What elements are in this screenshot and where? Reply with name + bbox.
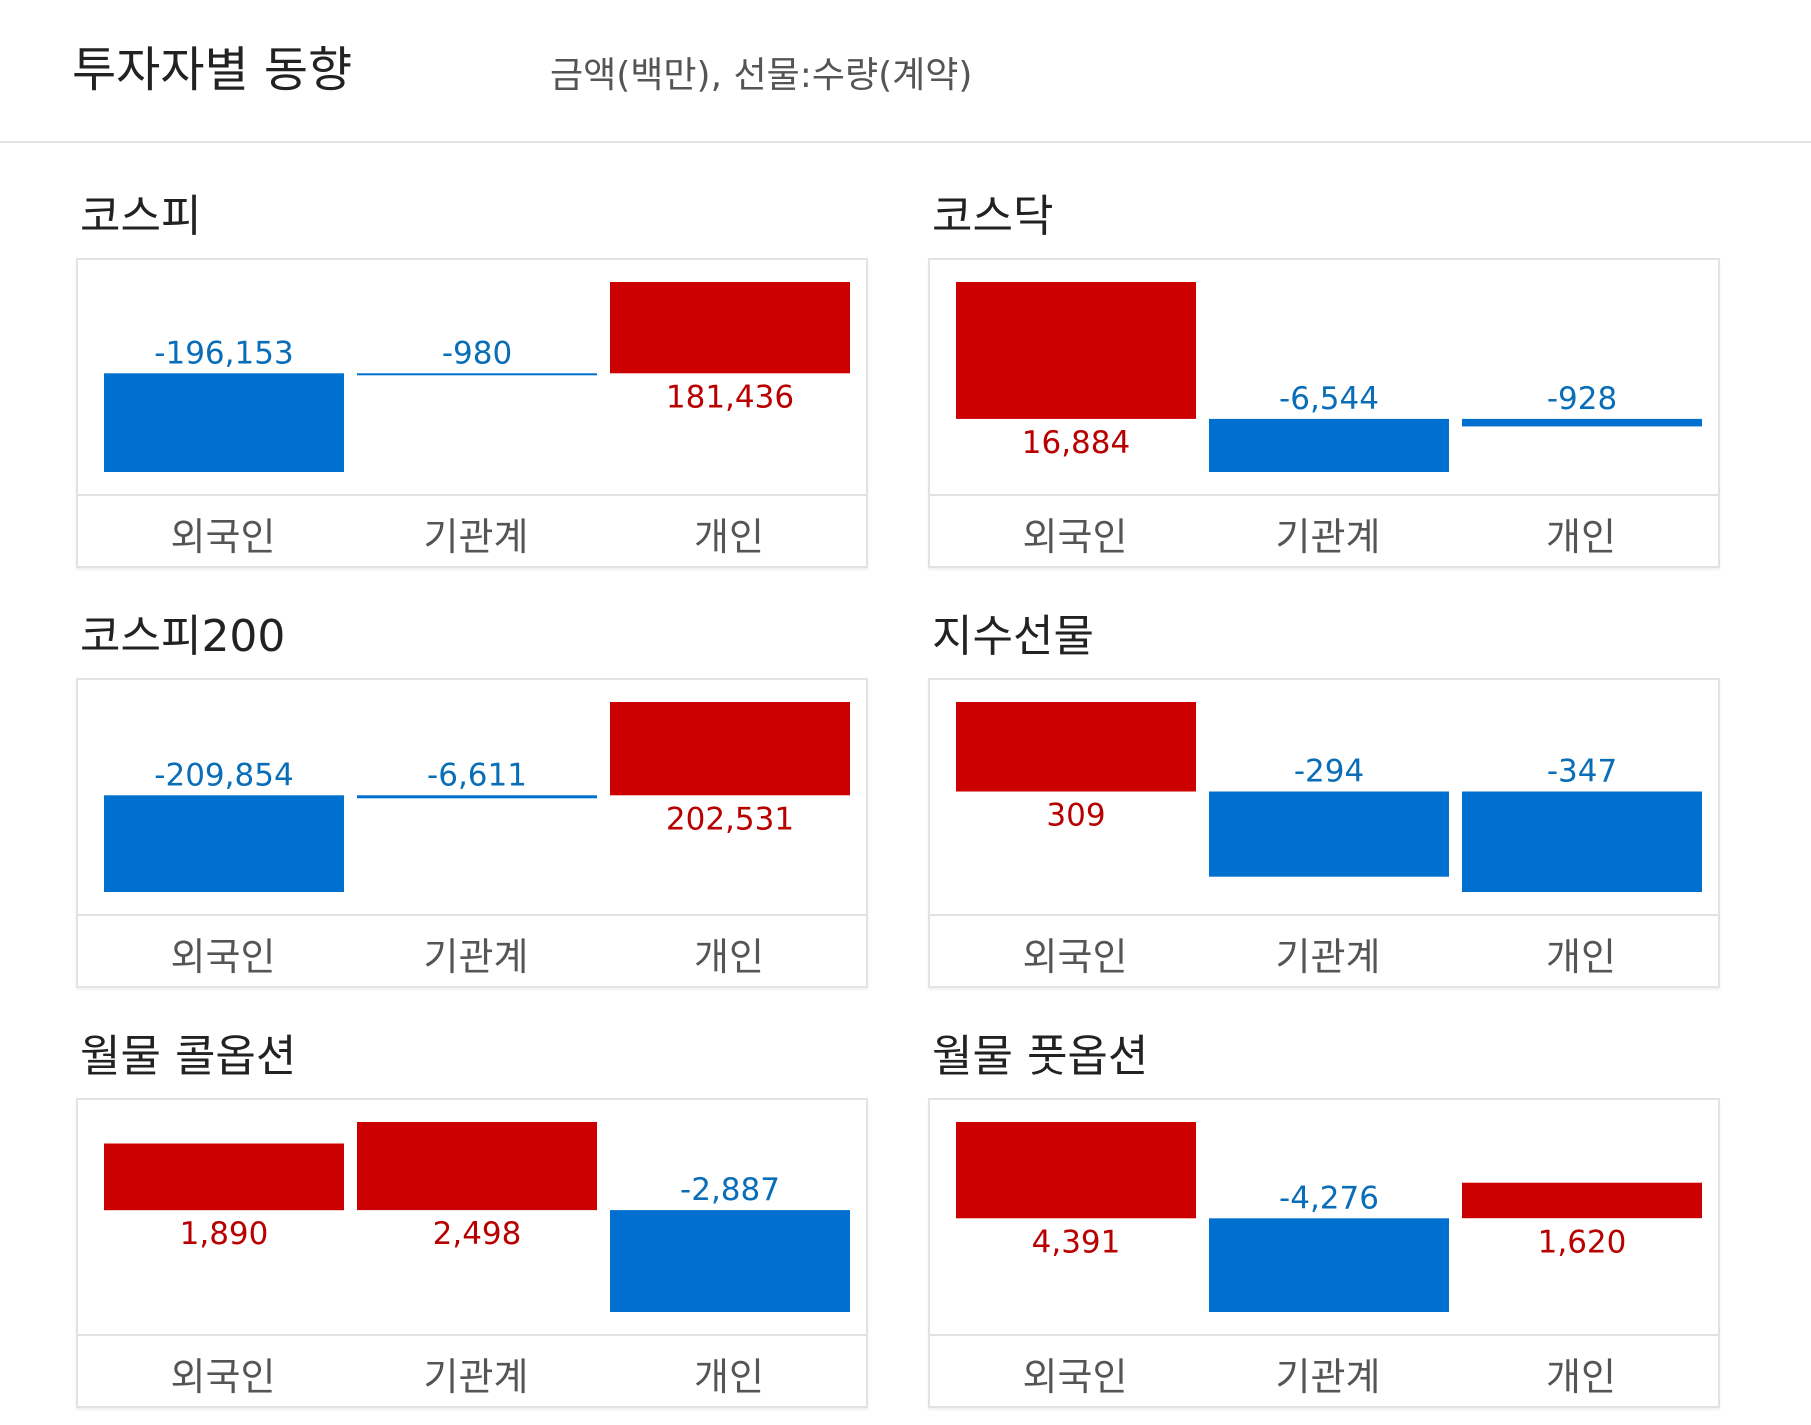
header: 투자자별 동향 금액(백만), 선물:수량(계약) — [0, 0, 1811, 143]
bar — [1209, 418, 1449, 472]
panel-kospi200: 코스피200 -209,854 -6,611 202,531 외국인 기관계 개인 — [76, 600, 870, 1002]
bar — [104, 1143, 344, 1211]
bar — [956, 1122, 1196, 1219]
category-label: 외국인 — [170, 1355, 276, 1399]
chart-box: 1,890 2,498 -2,887 외국인 기관계 개인 — [76, 1098, 868, 1408]
category-label: 외국인 — [1022, 1355, 1128, 1399]
bar — [357, 1122, 597, 1211]
category-label: 기관계 — [1275, 1355, 1381, 1399]
chart-box: -196,153 -980 181,436 외국인 기관계 개인 — [76, 258, 868, 568]
value-label: 4,391 — [1032, 1224, 1121, 1260]
value-label: 1,890 — [180, 1216, 269, 1252]
category-row: 외국인 기관계 개인 — [78, 1334, 866, 1406]
bar — [1209, 1218, 1449, 1312]
panel-title: 코스피 — [80, 191, 202, 242]
category-label: 개인 — [1546, 515, 1616, 559]
category-row: 외국인 기관계 개인 — [78, 914, 866, 986]
value-label: 202,531 — [666, 801, 794, 837]
bar — [1462, 1182, 1702, 1219]
chart-box: 309 -294 -347 외국인 기관계 개인 — [928, 678, 1720, 988]
bar — [956, 702, 1196, 792]
category-label: 외국인 — [170, 515, 276, 559]
category-label: 기관계 — [1275, 935, 1381, 979]
panel-title: 코스닥 — [932, 191, 1054, 242]
unit-note: 금액(백만), 선물:수량(계약) — [550, 55, 973, 96]
panel-title: 월물 콜옵션 — [80, 1031, 297, 1082]
bar — [357, 373, 597, 376]
bar — [1462, 418, 1702, 427]
category-label: 개인 — [1546, 1355, 1616, 1399]
panel-title: 코스피200 — [80, 611, 286, 662]
chart-box: -209,854 -6,611 202,531 외국인 기관계 개인 — [76, 678, 868, 988]
bar — [104, 373, 344, 472]
bar-chart-kosdaq: 16,884 -6,544 -928 — [956, 282, 1702, 472]
bar — [1209, 791, 1449, 877]
panel-title: 월물 풋옵션 — [932, 1031, 1149, 1082]
value-label: 16,884 — [1022, 425, 1130, 461]
category-label: 개인 — [694, 1355, 764, 1399]
value-label: -4,276 — [1279, 1180, 1379, 1216]
value-label: 1,620 — [1538, 1224, 1627, 1260]
value-label: -196,153 — [154, 335, 293, 371]
bar — [610, 282, 850, 374]
category-row: 외국인 기관계 개인 — [930, 1334, 1718, 1406]
category-label: 외국인 — [1022, 935, 1128, 979]
bar — [1462, 791, 1702, 892]
panel-title: 지수선물 — [932, 611, 1094, 662]
category-label: 기관계 — [423, 515, 529, 559]
value-label: -347 — [1547, 754, 1617, 790]
value-label: -6,611 — [427, 757, 527, 793]
category-label: 개인 — [1546, 935, 1616, 979]
value-label: -209,854 — [154, 757, 293, 793]
bar-chart-index-futures: 309 -294 -347 — [956, 702, 1702, 892]
category-row: 외국인 기관계 개인 — [930, 914, 1718, 986]
category-label: 기관계 — [423, 1355, 529, 1399]
value-label: -980 — [442, 335, 512, 371]
bar — [610, 702, 850, 796]
chart-box: 16,884 -6,544 -928 외국인 기관계 개인 — [928, 258, 1720, 568]
chart-box: 4,391 -4,276 1,620 외국인 기관계 개인 — [928, 1098, 1720, 1408]
value-label: 181,436 — [666, 379, 794, 415]
panel-kosdaq: 코스닥 16,884 -6,544 -928 외국인 기관계 개인 — [928, 180, 1722, 582]
bar — [104, 795, 344, 892]
value-label: 2,498 — [433, 1216, 522, 1252]
bar — [357, 795, 597, 799]
category-label: 개인 — [694, 515, 764, 559]
category-label: 개인 — [694, 935, 764, 979]
value-label: -6,544 — [1279, 381, 1379, 417]
panel-monthly-call: 월물 콜옵션 1,890 2,498 -2,887 외국인 기관계 개인 — [76, 1020, 870, 1422]
bar-chart-kospi200: -209,854 -6,611 202,531 — [104, 702, 850, 892]
bar — [610, 1210, 850, 1312]
value-label: -2,887 — [680, 1172, 780, 1208]
panel-monthly-put: 월물 풋옵션 4,391 -4,276 1,620 외국인 기관계 개인 — [928, 1020, 1722, 1422]
value-label: -294 — [1294, 754, 1364, 790]
category-label: 기관계 — [1275, 515, 1381, 559]
category-label: 외국인 — [1022, 515, 1128, 559]
page-title: 투자자별 동향 — [72, 42, 353, 98]
bar — [956, 282, 1196, 419]
value-label: 309 — [1046, 798, 1105, 834]
bar-chart-kospi: -196,153 -980 181,436 — [104, 282, 850, 472]
category-row: 외국인 기관계 개인 — [78, 494, 866, 566]
panel-index-futures: 지수선물 309 -294 -347 외국인 기관계 개인 — [928, 600, 1722, 1002]
value-label: -928 — [1547, 381, 1617, 417]
bar-chart-monthly-put: 4,391 -4,276 1,620 — [956, 1122, 1702, 1312]
bar-chart-monthly-call: 1,890 2,498 -2,887 — [104, 1122, 850, 1312]
category-label: 외국인 — [170, 935, 276, 979]
panel-kospi: 코스피 -196,153 -980 181,436 외국인 기관계 개인 — [76, 180, 870, 582]
category-row: 외국인 기관계 개인 — [930, 494, 1718, 566]
category-label: 기관계 — [423, 935, 529, 979]
